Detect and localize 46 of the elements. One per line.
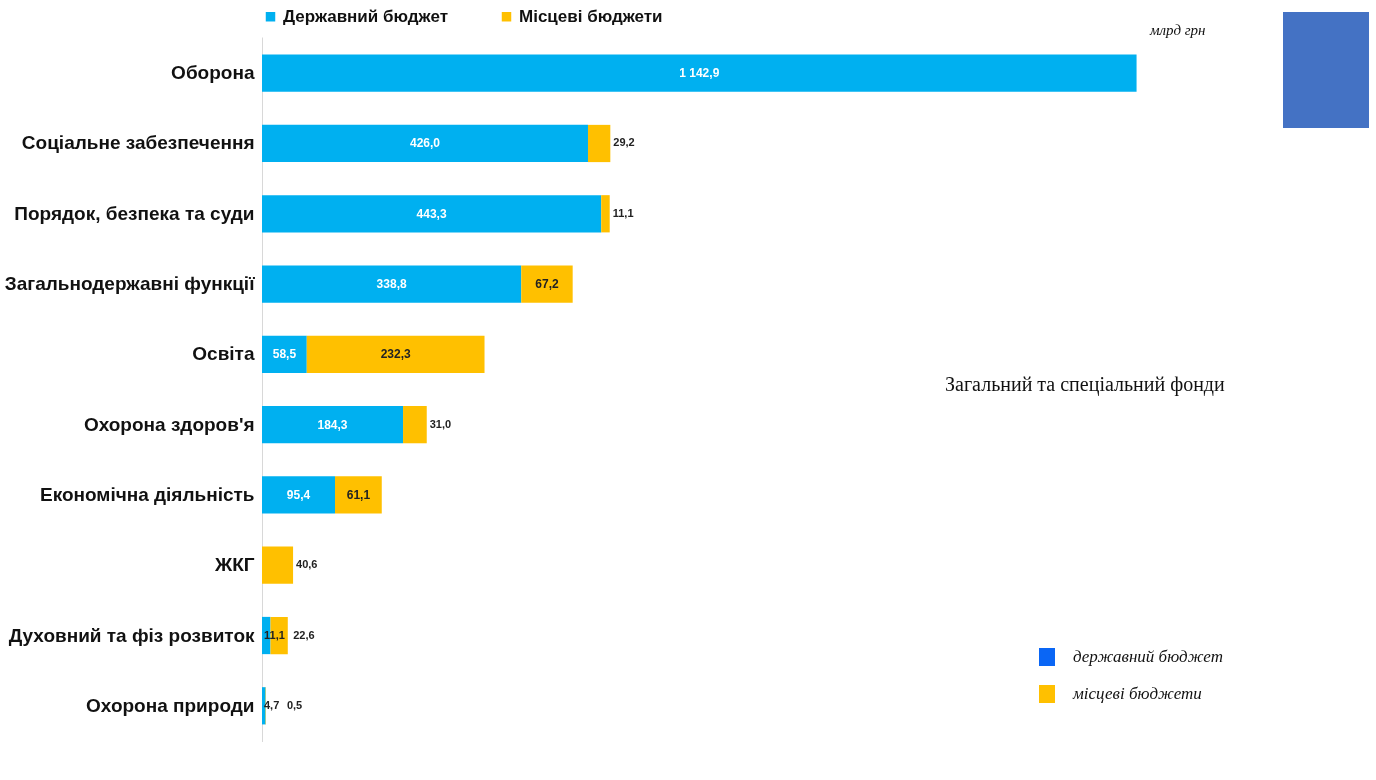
y-tick-label: Духовний та фіз розвиток bbox=[8, 624, 255, 646]
bar bbox=[601, 195, 610, 233]
bar bbox=[262, 406, 404, 444]
bar bbox=[587, 124, 611, 163]
data-label: 426,0 bbox=[409, 136, 441, 151]
bar bbox=[262, 546, 294, 584]
y-tick-label: Соціальне забезпечення bbox=[21, 132, 255, 154]
y-tick-label: Загальнодержавні функції bbox=[4, 273, 256, 295]
data-label: 67,2 bbox=[535, 277, 559, 292]
data-label: 338,8 bbox=[376, 277, 407, 292]
data-label: 22,6 bbox=[293, 628, 315, 641]
data-label: 40,6 bbox=[296, 558, 318, 571]
data-label: 31,0 bbox=[429, 417, 452, 430]
bar bbox=[262, 195, 602, 233]
data-label: 58,5 bbox=[272, 347, 297, 362]
annotation: місцеві бюджети bbox=[1073, 684, 1202, 704]
bar bbox=[521, 265, 573, 303]
bar bbox=[262, 335, 307, 373]
bar bbox=[262, 54, 1137, 92]
data-label: 443,3 bbox=[416, 206, 447, 221]
data-label: 61,1 bbox=[346, 487, 371, 502]
bar bbox=[306, 335, 485, 373]
bar bbox=[403, 406, 427, 444]
data-label: 1 142,9 bbox=[679, 66, 720, 81]
legend-label: Державний бюджет bbox=[283, 6, 448, 26]
bar bbox=[262, 124, 588, 163]
annotation: державний бюджет bbox=[1073, 647, 1223, 667]
legend-label: Місцеві бюджети bbox=[519, 6, 663, 26]
bar bbox=[262, 476, 335, 514]
annotation: Загальний та спеціальний фонди bbox=[945, 373, 1225, 396]
data-label: 232,3 bbox=[380, 347, 411, 362]
data-label: 0,5 bbox=[286, 698, 303, 711]
bar bbox=[262, 265, 522, 303]
y-tick-label: Оборона bbox=[171, 62, 255, 84]
data-label: 29,2 bbox=[613, 136, 635, 149]
y-tick-label: Порядок, безпека та суди bbox=[14, 202, 255, 224]
y-tick-label: Охорона здоров'я bbox=[83, 413, 255, 435]
y-tick-label: ЖКГ bbox=[213, 554, 255, 576]
data-label: 95,4 bbox=[286, 487, 311, 502]
bar bbox=[335, 476, 382, 514]
data-label: 184,3 bbox=[317, 417, 348, 432]
y-tick-label: Охорона природи bbox=[86, 694, 255, 716]
y-tick-label: Освіта bbox=[192, 343, 255, 365]
data-label: 11,1 bbox=[612, 206, 634, 219]
y-tick-label: Економічна діяльність bbox=[39, 483, 255, 505]
text: млрд грн bbox=[1150, 22, 1206, 39]
